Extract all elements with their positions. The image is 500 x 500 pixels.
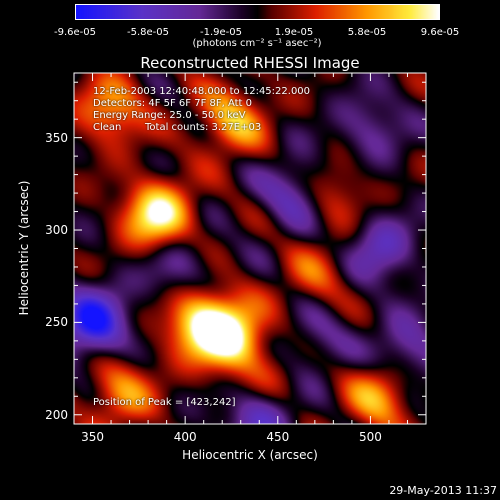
annotation-detectors: Detectors: 4F 5F 6F 7F 8F, Att 0 <box>93 98 253 109</box>
colorbar-tick-label: 5.8e-05 <box>347 27 387 38</box>
x-axis-label: Heliocentric X (arcsec) <box>182 448 318 462</box>
annotation-peak-position: Position of Peak = [423,242] <box>93 397 236 408</box>
y-tick-label: 250 <box>45 315 68 330</box>
x-tick-label: 450 <box>266 430 290 444</box>
annotation-method: Clean <box>93 122 122 133</box>
colorbar <box>75 4 440 20</box>
x-tick-label: 400 <box>173 430 197 444</box>
annotation-time-range: 12-Feb-2003 12:40:48.000 to 12:45:22.000 <box>93 86 311 97</box>
colorbar-units: (photons cm⁻² s⁻¹ asec⁻²) <box>192 38 322 49</box>
y-tick-label: 350 <box>45 130 68 145</box>
colorbar-tick-label: -9.6e-05 <box>54 27 96 38</box>
annotation-energy-range: Energy Range: 25.0 - 50.0 keV <box>93 110 246 121</box>
y-axis-label: Heliocentric Y (arcsec) <box>17 180 31 316</box>
colorbar-tick-label: -5.8e-05 <box>127 27 169 38</box>
heatmap-image <box>74 73 426 424</box>
y-tick-label: 300 <box>45 223 68 238</box>
x-tick-label: 500 <box>358 430 382 444</box>
y-tick-label: 200 <box>45 407 68 422</box>
x-tick-label: 350 <box>81 430 104 444</box>
annotation-total-counts: Total counts: 3.27E+03 <box>145 122 262 133</box>
colorbar-tick-label: 9.6e-05 <box>420 27 460 38</box>
footer-date: 29-May-2013 11:37 <box>389 484 497 497</box>
colorbar-tick-label: -1.9e-05 <box>200 27 242 38</box>
colorbar-tick-label: 1.9e-05 <box>274 27 314 38</box>
chart-title: Reconstructed RHESSI Image <box>140 54 360 72</box>
